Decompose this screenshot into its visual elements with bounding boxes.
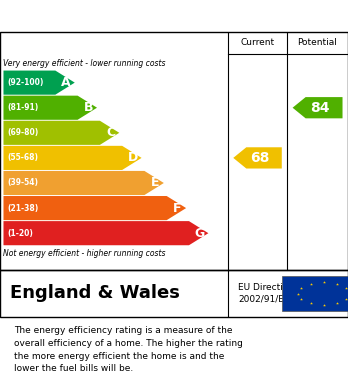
- Text: (1-20): (1-20): [8, 229, 33, 238]
- Text: Potential: Potential: [298, 38, 338, 47]
- Text: D: D: [128, 151, 138, 164]
- Polygon shape: [3, 171, 164, 195]
- Text: Energy Efficiency Rating: Energy Efficiency Rating: [10, 9, 220, 23]
- Text: F: F: [173, 202, 182, 215]
- Text: 84: 84: [310, 101, 330, 115]
- Polygon shape: [3, 221, 208, 245]
- Polygon shape: [3, 121, 119, 145]
- Text: England & Wales: England & Wales: [10, 285, 180, 303]
- Text: (55-68): (55-68): [8, 153, 39, 162]
- Text: 68: 68: [250, 151, 270, 165]
- Text: (39-54): (39-54): [8, 179, 39, 188]
- Text: Not energy efficient - higher running costs: Not energy efficient - higher running co…: [3, 249, 166, 258]
- Text: (92-100): (92-100): [8, 78, 44, 87]
- Text: EU Directive
2002/91/EC: EU Directive 2002/91/EC: [238, 283, 294, 304]
- Text: The energy efficiency rating is a measure of the
overall efficiency of a home. T: The energy efficiency rating is a measur…: [14, 326, 243, 373]
- Text: G: G: [195, 227, 205, 240]
- Text: (81-91): (81-91): [8, 103, 39, 112]
- Polygon shape: [293, 97, 342, 118]
- FancyBboxPatch shape: [282, 276, 348, 311]
- Text: Very energy efficient - lower running costs: Very energy efficient - lower running co…: [3, 59, 166, 68]
- Polygon shape: [3, 96, 97, 120]
- Polygon shape: [3, 70, 75, 95]
- Polygon shape: [3, 196, 186, 220]
- Text: Current: Current: [240, 38, 275, 47]
- Text: E: E: [151, 176, 159, 190]
- Text: A: A: [61, 76, 71, 89]
- Polygon shape: [233, 147, 282, 169]
- Polygon shape: [3, 146, 142, 170]
- Text: B: B: [84, 101, 93, 114]
- Text: (21-38): (21-38): [8, 204, 39, 213]
- Text: (69-80): (69-80): [8, 128, 39, 137]
- Text: C: C: [106, 126, 115, 139]
